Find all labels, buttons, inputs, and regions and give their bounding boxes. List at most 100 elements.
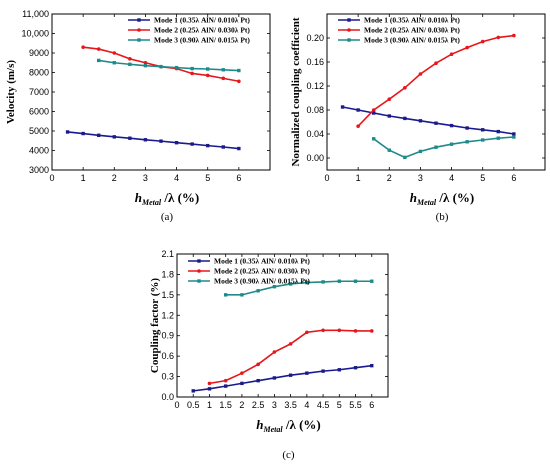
data-point (240, 381, 244, 386)
data-point (206, 67, 210, 71)
y-tick-label: 0.00 (306, 153, 324, 163)
x-axis-label-sub: Metal (416, 198, 437, 207)
data-point (240, 371, 244, 375)
y-tick-label: 0.3 (161, 372, 174, 382)
legend-swatch-marker (347, 28, 351, 32)
data-point (369, 329, 374, 333)
data-point (512, 33, 516, 38)
data-point (237, 146, 241, 151)
series-line (342, 106, 514, 135)
data-point (256, 289, 260, 293)
y-tick-label: 7000 (29, 87, 49, 97)
x-tick-label: 3 (143, 173, 148, 183)
x-tick-label: 4 (174, 173, 179, 183)
data-point (65, 130, 70, 134)
data-point (321, 280, 325, 284)
data-point (112, 61, 116, 65)
data-point (496, 35, 501, 40)
legend-label: Mode 1 (0.35λ AlN/ 0.010λ Pt) (154, 16, 250, 25)
data-point (512, 132, 516, 136)
data-point (159, 64, 163, 69)
y-tick-label: 6000 (29, 107, 49, 117)
data-point (337, 328, 342, 333)
data-point (372, 137, 376, 141)
series-line (373, 136, 514, 159)
x-tick-label: 3 (418, 173, 423, 183)
x-tick-label: 6 (511, 173, 516, 183)
data-point (223, 378, 228, 383)
data-point (223, 384, 228, 388)
y-tick-label: 5000 (29, 126, 49, 136)
data-point (112, 135, 116, 139)
panel-caption: (c) (282, 449, 295, 461)
y-axis-label: Velocity (m/s) (5, 60, 17, 124)
x-axis-label-main: h (135, 190, 142, 205)
data-point (418, 149, 423, 154)
y-tick-label: 0.16 (306, 57, 324, 67)
data-point (237, 79, 241, 84)
legend-swatch-marker (137, 18, 141, 22)
data-point (81, 131, 85, 136)
x-axis-label-main: h (256, 417, 263, 432)
data-point (205, 73, 210, 78)
data-point (481, 138, 485, 142)
x-tick-label: 3.5 (284, 400, 297, 410)
x-tick-label: 2 (112, 173, 117, 183)
data-point (370, 363, 374, 368)
y-tick-label: 2.1 (161, 249, 174, 259)
plot-frame (176, 253, 389, 398)
legend-swatch-marker (197, 279, 201, 283)
y-axis-label: Normalized coupling coefficient (290, 17, 302, 166)
data-point (481, 128, 485, 132)
data-point (305, 330, 309, 335)
data-point (449, 52, 454, 56)
x-tick-label: 2.5 (252, 400, 265, 410)
data-point (81, 45, 85, 49)
legend-label: Mode 2 (0.25λ AlN/ 0.030λ Pt) (214, 267, 310, 276)
plot-frame (326, 13, 546, 171)
data-point (190, 66, 194, 71)
y-axis-label: Coupling factor (%) (149, 278, 161, 373)
x-tick-label: 6 (369, 400, 374, 410)
data-point (143, 63, 148, 68)
x-tick-label: 1.5 (219, 400, 232, 410)
chart-panel-a: 0 1 2 3 4 5 6 3000 4000 5000 6000 7000 8000 9000 10,00… (5, 9, 271, 223)
y-tick-label: 0.04 (306, 129, 324, 139)
data-point (387, 114, 391, 118)
data-point (353, 366, 358, 370)
data-point (480, 39, 485, 44)
data-point (96, 47, 101, 51)
y-tick-label: 10,000 (21, 29, 49, 39)
data-point (370, 279, 374, 283)
data-point (128, 57, 132, 61)
panel-caption: (a) (161, 211, 174, 223)
data-point (353, 279, 358, 283)
data-point (321, 369, 325, 373)
data-point (206, 143, 210, 148)
legend-swatch-marker (137, 38, 141, 42)
chart-panel-c: 0 0.5 1 1.5 2 2.5 3 3.5 4 4.5 5 5.5 6 0.0 0.3 0.6 0.9 1.2… (149, 249, 389, 461)
x-tick-label: 2 (387, 173, 392, 183)
x-tick-label: 5 (205, 173, 210, 183)
data-point (340, 105, 345, 109)
x-tick-label: 1 (207, 400, 212, 410)
data-point (449, 123, 454, 128)
data-point (221, 76, 226, 81)
data-point (159, 139, 163, 143)
panel-caption: (b) (436, 211, 449, 223)
series-1: Mode 1 (0.35λ AlN/ 0.010λ Pt) (188, 257, 374, 393)
data-point (174, 141, 179, 145)
legend-swatch-marker (197, 259, 201, 263)
series-3: Mode 3 (0.90λ AlN/ 0.015λ Pt) (338, 36, 516, 160)
legend-label: Mode 2 (0.25λ AlN/ 0.030λ Pt) (154, 26, 250, 35)
legend-label: Mode 3 (0.90λ AlN/ 0.015λ Pt) (364, 36, 460, 45)
series-line (83, 46, 240, 83)
x-tick-label: 1 (356, 173, 361, 183)
series-line (357, 34, 514, 127)
data-point (288, 282, 293, 286)
x-tick-label: 5.5 (349, 400, 362, 410)
data-point (403, 116, 407, 121)
legend-swatch-marker (137, 28, 141, 32)
y-tick-label: 1.8 (161, 269, 174, 279)
